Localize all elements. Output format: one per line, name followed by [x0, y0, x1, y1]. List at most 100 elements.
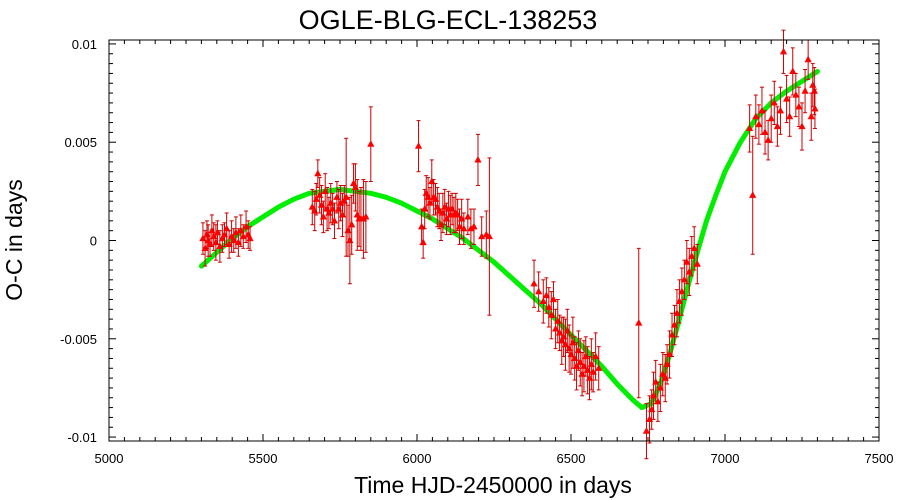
data-point [746, 104, 754, 153]
data-point [213, 220, 222, 245]
point-marker [535, 287, 543, 295]
data-point [312, 182, 320, 216]
data-point [779, 29, 788, 74]
y-tick-label: 0.005 [64, 135, 97, 150]
point-marker [362, 212, 370, 220]
point-marker [237, 226, 245, 234]
data-point [346, 196, 354, 285]
data-point [688, 236, 696, 277]
data-point [344, 204, 352, 257]
point-marker [673, 309, 681, 316]
x-tick-label: 7000 [711, 451, 740, 466]
x-axis-label: Time HJD-2450000 in days [354, 472, 632, 498]
point-marker [792, 91, 800, 98]
data-point [680, 259, 688, 300]
data-point [595, 346, 603, 391]
data-point [673, 289, 681, 338]
point-marker [758, 106, 766, 114]
data-point [485, 157, 493, 316]
point-marker [545, 303, 553, 310]
point-marker [663, 360, 671, 367]
data-point [535, 271, 543, 312]
fit-curve-layer [198, 69, 820, 411]
point-marker [346, 236, 354, 244]
data-point [203, 220, 211, 249]
point-marker [419, 238, 427, 246]
y-tick-label: 0.01 [72, 37, 97, 52]
point-marker [312, 195, 320, 202]
data-point [795, 86, 803, 127]
y-tick-label: 0 [90, 234, 97, 249]
data-point [663, 344, 671, 385]
data-point [783, 74, 791, 124]
point-marker [474, 155, 482, 163]
data-point [362, 181, 370, 253]
data-point [470, 208, 478, 245]
point-marker [685, 267, 693, 275]
data-point [330, 202, 339, 240]
point-marker [795, 102, 803, 110]
point-marker [232, 228, 240, 236]
data-point [792, 72, 800, 118]
point-marker [329, 205, 337, 212]
fit-curve [198, 69, 820, 411]
data-point [675, 279, 684, 324]
data-point [811, 88, 819, 129]
point-marker [319, 212, 327, 220]
point-marker [549, 295, 558, 303]
data-point [755, 104, 763, 145]
data-point [414, 120, 423, 173]
point-marker [656, 383, 664, 391]
point-marker [776, 106, 785, 114]
data-point [642, 403, 651, 460]
data-point [478, 216, 486, 257]
point-marker [330, 216, 339, 224]
data-point [767, 94, 775, 143]
point-marker [348, 220, 356, 228]
data-point [786, 96, 794, 137]
point-marker [223, 224, 231, 232]
point-marker [767, 114, 775, 122]
y-tick-label: -0.01 [67, 430, 97, 445]
x-tick-label: 6500 [557, 451, 586, 466]
point-marker [542, 291, 550, 299]
data-point [545, 287, 553, 328]
data-point [367, 106, 375, 183]
data-point [539, 279, 547, 324]
data-point [776, 86, 785, 135]
point-marker [642, 427, 651, 434]
point-marker [530, 279, 538, 287]
point-marker [460, 224, 468, 232]
data-point [223, 212, 231, 245]
data-point [798, 102, 806, 151]
x-tick-label: 5500 [249, 451, 278, 466]
data-point [419, 226, 427, 259]
data-point [225, 230, 233, 259]
point-marker [225, 240, 233, 248]
point-marker [683, 258, 691, 265]
data-point [530, 259, 538, 308]
point-marker [764, 136, 772, 143]
data-point [807, 92, 815, 141]
chart-title: OGLE-BLG-ECL-138253 [299, 5, 598, 35]
point-marker [327, 199, 335, 206]
data-points-layer [199, 29, 819, 460]
data-point [665, 330, 674, 379]
point-marker [755, 120, 763, 128]
data-point [351, 163, 359, 212]
data-point [308, 188, 316, 226]
point-marker [693, 260, 701, 267]
data-point [668, 312, 676, 357]
point-marker [770, 98, 778, 106]
data-point [319, 200, 327, 234]
point-marker [213, 228, 222, 236]
point-marker [317, 201, 326, 208]
point-marker [203, 230, 211, 238]
data-point [234, 228, 242, 257]
plot-frame [108, 39, 880, 442]
point-marker [810, 87, 818, 94]
point-marker [786, 112, 794, 120]
point-marker [576, 358, 584, 365]
point-marker [749, 191, 757, 198]
point-marker [801, 87, 809, 94]
